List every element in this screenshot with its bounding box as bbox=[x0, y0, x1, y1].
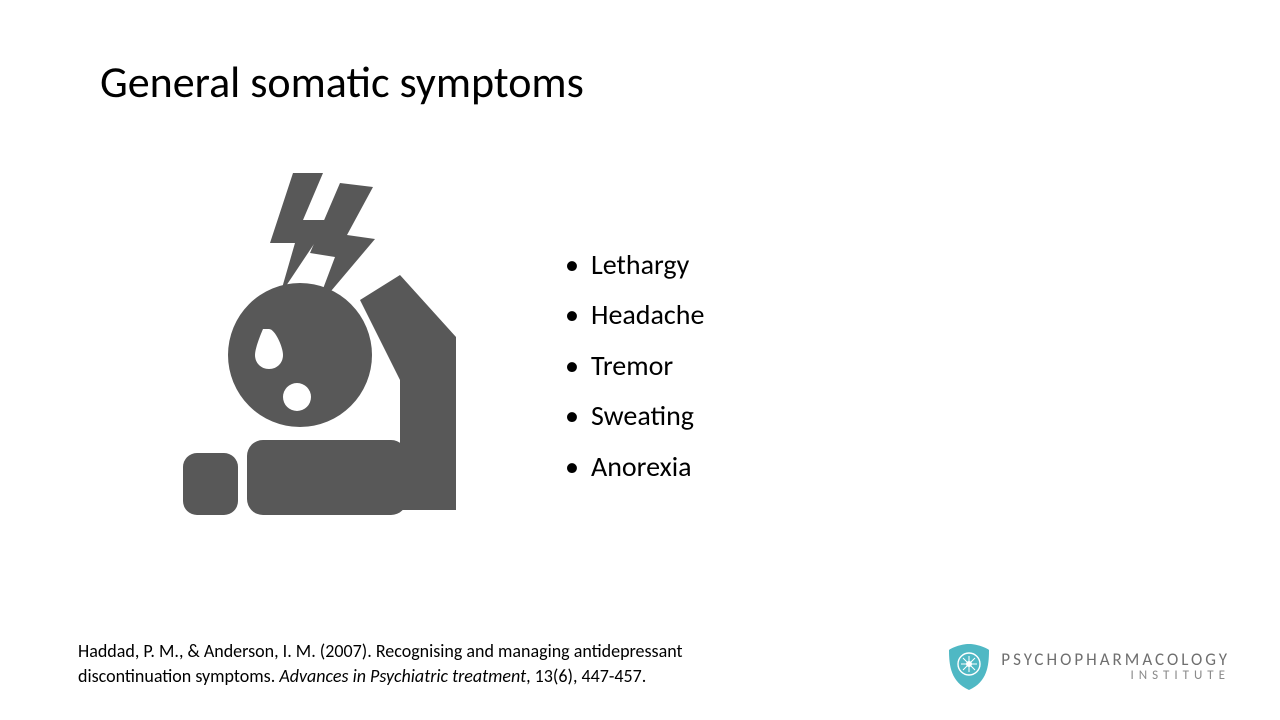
headache-person-icon bbox=[175, 165, 495, 515]
list-item: Lethargy bbox=[565, 240, 704, 290]
brand-text: PSYCHOPHARMACOLOGY INSTITUTE bbox=[1001, 651, 1230, 682]
brand-sub: INSTITUTE bbox=[1001, 669, 1230, 683]
citation-text: Haddad, P. M., & Anderson, I. M. (2007).… bbox=[78, 639, 798, 688]
list-item: Anorexia bbox=[565, 442, 704, 492]
list-item: Sweating bbox=[565, 391, 704, 441]
shield-icon bbox=[947, 642, 991, 692]
page-title: General somatic symptoms bbox=[100, 55, 584, 109]
symptom-list: Lethargy Headache Tremor Sweating Anorex… bbox=[565, 240, 704, 492]
citation-suffix: , 13(6), 447-457. bbox=[526, 665, 646, 687]
citation-italic: Advances in Psychiatric treatment bbox=[279, 665, 526, 687]
brand-main: PSYCHOPHARMACOLOGY bbox=[1001, 651, 1230, 669]
brand-logo: PSYCHOPHARMACOLOGY INSTITUTE bbox=[947, 642, 1230, 692]
list-item: Headache bbox=[565, 290, 704, 340]
list-item: Tremor bbox=[565, 341, 704, 391]
